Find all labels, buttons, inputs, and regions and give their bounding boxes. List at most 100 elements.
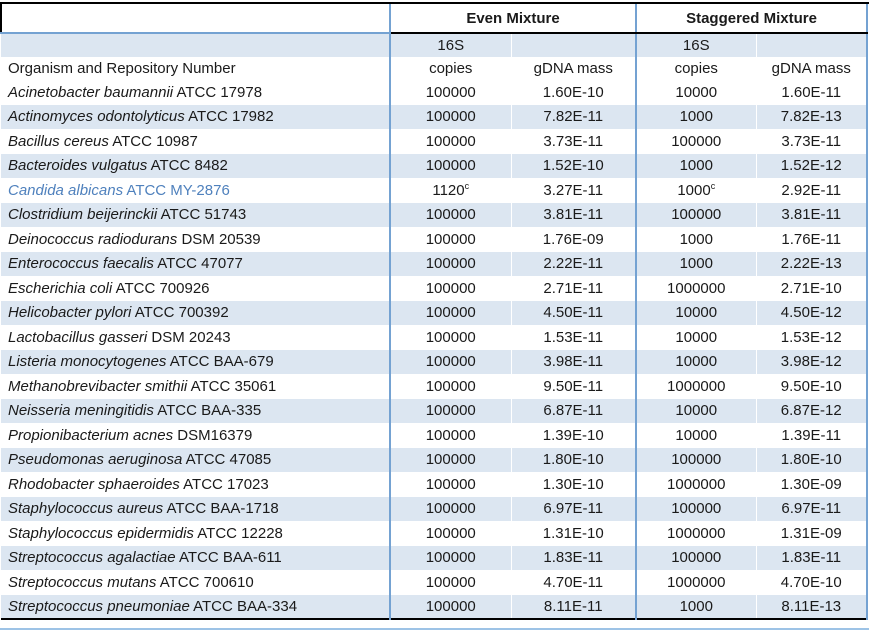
staggered-16s-copies-value: 10000 (675, 402, 718, 420)
even-mixture-header: Even Mixture (389, 4, 636, 34)
staggered-gdna-mass-cell: 2.92E-11 (755, 178, 868, 203)
organism-cell: Streptococcus mutans ATCC 700610 (1, 570, 390, 595)
repository-number: ATCC 700392 (134, 304, 229, 322)
even-gdna-mass-cell: 1.31E-10 (510, 521, 636, 546)
staggered-16s-copies-cell: 1000000 (635, 374, 756, 399)
even-gdna-mass-cell: 3.27E-11 (510, 178, 636, 203)
repository-number: ATCC 17978 (176, 83, 263, 101)
repository-number: ATCC 51743 (160, 206, 247, 224)
mock-community-table: Even Mixture Staggered Mixture 16S 16S O… (0, 4, 868, 620)
even-16s-copies-cell: 100000 (389, 300, 511, 325)
staggered-16s-copies-value: 1000000 (667, 475, 726, 493)
organism-name: Acinetobacter baumannii (8, 83, 174, 101)
staggered-16s-copies-cell: 1000000 (635, 276, 756, 301)
staggered-16s-copies-value: 1000 (679, 255, 713, 273)
staggered-gdna-mass-cell: 7.82E-13 (755, 104, 868, 129)
staggered-gdna-mass-cell: 1.76E-11 (755, 227, 868, 252)
organism-cell: Lactobacillus gasseri DSM 20243 (1, 325, 390, 350)
footnote-superscript: c (710, 180, 716, 191)
staggered-gdna-mass-value: 1.39E-11 (781, 426, 842, 444)
organism-column-header: Organism and Repository Number (8, 60, 236, 77)
staggered-16s-copies-value: 1000000 (667, 524, 726, 542)
even-gdna-mass-cell: 4.50E-11 (510, 300, 636, 325)
even-16s-copies-value: 100000 (425, 475, 476, 493)
table-row: Streptococcus pneumoniae ATCC BAA-334 10… (1, 594, 868, 619)
even-16s-copies-value: 100000 (425, 500, 476, 518)
staggered-gdna-mass-value: 3.98E-12 (780, 353, 842, 371)
organism-name: Candida albicans (8, 181, 124, 199)
even-16s-copies-value: 100000 (425, 402, 476, 420)
staggered-16s-copies-value: 1000 (679, 230, 713, 248)
repository-number: ATCC 17982 (188, 108, 274, 126)
even-gdna-mass-cell: 1.80E-10 (510, 447, 636, 472)
even-16s-copies-cell: 100000 (389, 325, 511, 350)
staggered-16s-copies-cell: 100000 (635, 496, 756, 521)
even-16s-copies-cell: 100000 (389, 423, 511, 448)
staggered-16s-copies-cell: 1000c (635, 178, 756, 203)
staggered-16s-copies-cell: 1000000 (635, 570, 756, 595)
even-16s-copies-cell: 100000 (389, 276, 511, 301)
staggered-gdna-mass-value: 3.81E-11 (781, 206, 842, 224)
organism-cell: Rhodobacter sphaeroides ATCC 17023 (1, 472, 390, 497)
repository-number: ATCC 35061 (190, 377, 277, 395)
repository-number: ATCC BAA-335 (157, 402, 262, 420)
even-16s-copies-cell: 100000 (389, 398, 511, 423)
staggered-gdna-mass-header: gDNA mass (755, 57, 868, 80)
staggered-gdna-mass-value: 4.50E-12 (780, 304, 842, 322)
organism-cell: Streptococcus agalactiae ATCC BAA-611 (1, 545, 390, 570)
even-16s-copies-cell: 100000 (389, 521, 511, 546)
even-gdna-mass-cell: 1.39E-10 (510, 423, 636, 448)
empty-cell (1, 33, 390, 57)
even-16s-label: 16S (389, 33, 511, 57)
staggered-gdna-mass-cell: 6.97E-11 (755, 496, 868, 521)
staggered-16s-copies-value: 1000 (679, 157, 713, 175)
even-16s-copies-value: 100000 (425, 549, 476, 567)
even-gdna-mass-cell: 3.73E-11 (510, 129, 636, 154)
even-16s-copies-value: 100000 (425, 377, 476, 395)
staggered-16s-copies-cell: 1000 (635, 594, 756, 619)
repository-number: ATCC BAA-679 (169, 353, 274, 371)
staggered-16s-copies-value: 10000 (675, 353, 718, 371)
even-gdna-mass-cell: 1.53E-11 (510, 325, 636, 350)
even-gdna-mass-value: 2.71E-11 (543, 279, 604, 297)
even-gdna-mass-cell: 1.30E-10 (510, 472, 636, 497)
even-16s-copies-cell: 100000 (389, 545, 511, 570)
table-row: Enterococcus faecalis ATCC 47077 100000 … (1, 251, 868, 276)
organism-name: Deinococcus radiodurans (8, 230, 178, 248)
staggered-gdna-mass-value: 3.73E-11 (781, 132, 842, 150)
organism-name: Helicobacter pylori (8, 304, 132, 322)
staggered-16s-copies-value: 1000 (679, 108, 713, 126)
even-16s-copies-cell: 100000 (389, 570, 511, 595)
staggered-16s-copies-cell: 1000000 (635, 472, 756, 497)
repository-number: DSM16379 (177, 426, 253, 444)
repository-number: DSM 20243 (151, 328, 231, 346)
staggered-gdna-mass-cell: 2.71E-10 (755, 276, 868, 301)
table-row: Lactobacillus gasseri DSM 20243 100000 1… (1, 325, 868, 350)
table-row: Deinococcus radiodurans DSM 20539 100000… (1, 227, 868, 252)
staggered-16s-copies-value: 10000 (675, 426, 718, 444)
even-gdna-mass-value: 1.53E-11 (543, 328, 604, 346)
organism-name: Listeria monocytogenes (8, 353, 167, 371)
organism-cell: Pseudomonas aeruginosa ATCC 47085 (1, 447, 390, 472)
organism-cell: Bacteroides vulgatus ATCC 8482 (1, 153, 390, 178)
even-gdna-mass-cell: 8.11E-11 (510, 594, 636, 619)
staggered-gdna-mass-value: 1.60E-11 (781, 83, 842, 101)
even-gdna-mass-cell: 9.50E-11 (510, 374, 636, 399)
organism-cell: Deinococcus radiodurans DSM 20539 (1, 227, 390, 252)
staggered-gdna-mass-cell: 8.11E-13 (755, 594, 868, 619)
staggered-copies-header: copies (635, 57, 756, 80)
even-gdna-mass-value: 3.27E-11 (543, 181, 604, 199)
staggered-gdna-mass-cell: 2.22E-13 (755, 251, 868, 276)
staggered-gdna-mass-value: 8.11E-13 (781, 597, 842, 615)
even-gdna-mass-cell: 2.71E-11 (510, 276, 636, 301)
even-gdna-mass-value: 6.87E-11 (543, 402, 604, 420)
even-gdna-mass-cell: 4.70E-11 (510, 570, 636, 595)
staggered-16s-copies-value: 100000 (671, 549, 722, 567)
even-16s-copies-value: 100000 (425, 108, 476, 126)
staggered-gdna-mass-value: 2.22E-13 (780, 255, 842, 273)
even-gdna-mass-cell: 1.76E-09 (510, 227, 636, 252)
even-gdna-mass-value: 3.81E-11 (543, 206, 604, 224)
table-row: Clostridium beijerinckii ATCC 51743 1000… (1, 202, 868, 227)
staggered-gdna-mass-value: 9.50E-10 (780, 377, 842, 395)
table-row: Pseudomonas aeruginosa ATCC 47085 100000… (1, 447, 868, 472)
